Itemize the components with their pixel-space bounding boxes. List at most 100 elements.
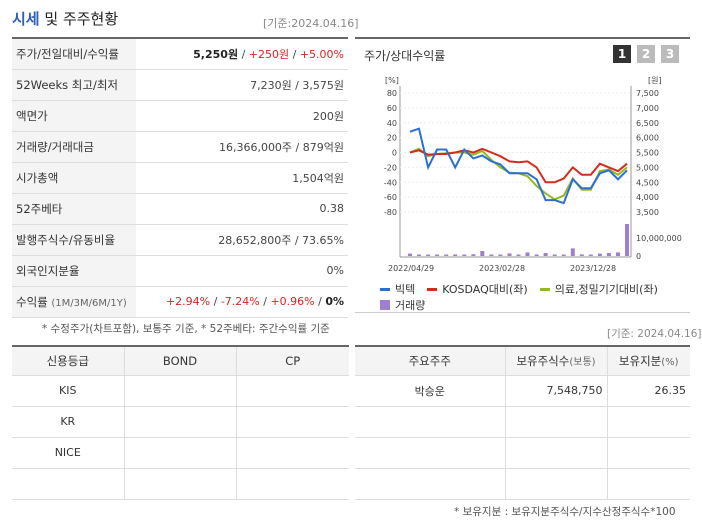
right-tick-label: 7,000	[636, 104, 659, 113]
info-row: 거래량/거래대금 16,366,000주 / 879억원	[12, 131, 348, 163]
volume-bar	[480, 251, 485, 256]
right-tick-label: 5,000	[636, 163, 659, 172]
volume-bar	[616, 252, 620, 256]
right-tick-label: 5,500	[636, 149, 659, 158]
chart-tab-3[interactable]: 3	[661, 45, 679, 63]
column-header: 보유지분(%)	[607, 346, 690, 376]
info-key: 수익률 (1M/3M/6M/1Y)	[12, 286, 136, 318]
left-tick-label: -40	[384, 178, 397, 187]
left-tick-label: 20	[387, 134, 397, 143]
info-key: 액면가	[12, 100, 136, 132]
stock-price-line	[409, 127, 628, 205]
holder-pct: 26.35	[607, 375, 690, 407]
info-key: 52Weeks 최고/최저	[12, 69, 136, 101]
legend-label: 빅텍	[395, 283, 416, 296]
title-rest: 및 주주현황	[44, 10, 119, 28]
credit-rating-table: 신용등급 BOND CP KIS KR NICE	[12, 345, 349, 500]
left-tick-label: -60	[384, 193, 397, 202]
volume-bar	[417, 254, 421, 256]
x-tick-label: 2022/04/29	[388, 264, 434, 273]
table-row: NICE	[12, 437, 349, 469]
bond-cell	[124, 468, 237, 500]
column-header: 주요주주	[355, 346, 506, 376]
x-tick-label: 2023/02/28	[479, 264, 525, 273]
price-change: +250원	[248, 47, 290, 61]
header-sub: (%)	[661, 356, 679, 368]
gridlines	[400, 92, 631, 213]
volume-bar	[552, 254, 557, 256]
volume-bar	[453, 254, 458, 256]
table-row	[355, 468, 690, 500]
left-tick-label: 80	[387, 89, 397, 98]
left-tick-label: -20	[384, 163, 397, 172]
header-sub: (보통)	[569, 356, 596, 368]
title-main: 시세	[12, 10, 40, 28]
info-value: 0%	[136, 255, 348, 287]
volume-bar	[543, 253, 548, 256]
table-row	[355, 406, 690, 438]
header-text: 보유주식수	[516, 353, 570, 368]
volume-bar	[498, 254, 503, 256]
left-tick-label: 0	[392, 149, 397, 158]
legend-swatch-price	[380, 287, 390, 291]
volume-bar	[570, 248, 575, 256]
volume-bar	[408, 253, 412, 256]
separator: /	[259, 295, 271, 308]
volume-bar	[435, 254, 440, 256]
holder-shares: 7,548,750	[505, 375, 608, 407]
info-key: 주가/전일대비/수익률	[12, 38, 136, 70]
info-row: 수익률 (1M/3M/6M/1Y) +2.94% / -7.24% / +0.9…	[12, 286, 348, 318]
volume-bar	[561, 254, 566, 256]
volume-bar	[507, 253, 512, 256]
chart-tab-2[interactable]: 2	[637, 45, 655, 63]
return-1y: 0%	[325, 295, 344, 308]
kosdaq-relative-line	[409, 147, 628, 184]
legend-row-2: 거래량	[380, 297, 425, 313]
legend-swatch-kosdaq	[427, 287, 438, 291]
header-text: 보유지분	[618, 353, 662, 368]
major-shareholders-table: 주요주주 보유주식수(보통) 보유지분(%) 박승운 7,548,750 26.35	[355, 345, 690, 500]
volume-bar	[606, 253, 611, 256]
return-periods: (1M/3M/6M/1Y)	[51, 297, 127, 309]
holder-pct	[607, 468, 690, 500]
price-chart-panel: 주가/상대수익률 1 2 3 [%] [원] 80 60 40 20 0 -20 -40 -6…	[355, 37, 690, 313]
info-row: 외국인지분율 0%	[12, 255, 348, 287]
info-value: 5,250원 / +250원 / +5.00%	[136, 38, 348, 70]
holder-name	[355, 468, 506, 500]
agency-cell: KIS	[12, 375, 125, 407]
info-key: 거래량/거래대금	[12, 131, 136, 163]
cp-cell	[236, 468, 349, 500]
info-value: 28,652,800주 / 73.65%	[136, 224, 348, 256]
holder-shares	[505, 437, 608, 469]
chart-title: 주가/상대수익률	[364, 49, 446, 63]
volume-bar	[516, 254, 521, 256]
holder-shares	[505, 406, 608, 438]
price-info-table: 주가/전일대비/수익률 5,250원 / +250원 / +5.00% 52We…	[12, 37, 348, 318]
price-change-rate: +5.00%	[299, 47, 344, 61]
info-row: 액면가 200원	[12, 100, 348, 132]
left-tick-label: 60	[387, 104, 397, 113]
holder-name	[355, 406, 506, 438]
volume-bar	[444, 254, 449, 256]
info-value: +2.94% / -7.24% / +0.96% / 0%	[136, 286, 348, 318]
table-header-row: 신용등급 BOND CP	[12, 346, 349, 376]
info-value: 1,504억원	[136, 162, 348, 194]
holders-base-date: [기준: 2024.04.16]	[607, 328, 702, 340]
info-row: 52주베타 0.38	[12, 193, 348, 225]
section-title: 시세 및 주주현황	[12, 8, 118, 29]
chart-tab-1[interactable]: 1	[613, 45, 631, 63]
right-tick-label: 4,000	[636, 193, 659, 202]
table-row: 박승운 7,548,750 26.35	[355, 375, 690, 407]
x-tick-label: 2023/12/28	[570, 264, 616, 273]
legend-swatch-medical	[539, 287, 550, 291]
info-key: 52주베타	[12, 193, 136, 225]
table-header-row: 주요주주 보유주식수(보통) 보유지분(%)	[355, 346, 690, 376]
info-value: 16,366,000주 / 879억원	[136, 131, 348, 163]
volume-tick-label: 10,000,000	[636, 234, 682, 243]
right-tick-label: 7,500	[636, 89, 659, 98]
right-tick-label: 3,500	[636, 208, 659, 217]
return-1m: +2.94%	[165, 295, 211, 308]
return-6m: +0.96%	[270, 295, 315, 308]
chart-tabs: 1 2 3	[613, 45, 679, 63]
volume-bar	[489, 254, 494, 256]
